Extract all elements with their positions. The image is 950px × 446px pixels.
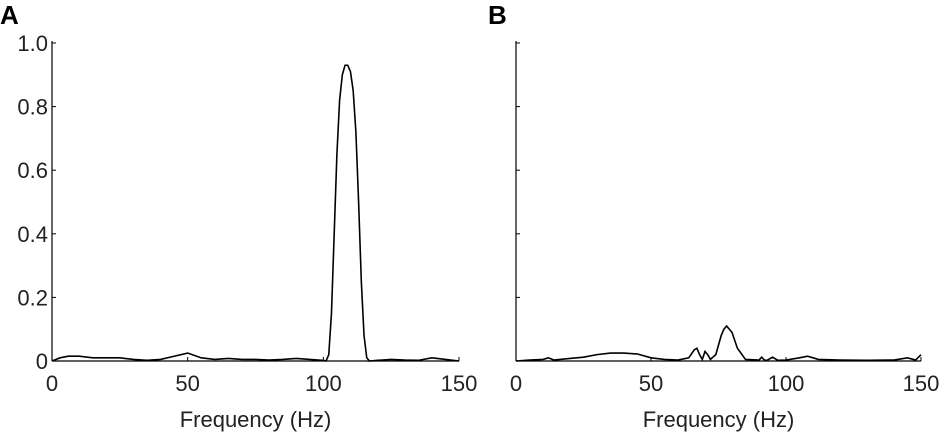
x-tick-label: 100 [305, 371, 342, 396]
x-tick-label: 100 [768, 371, 805, 396]
y-tick-label: 0.8 [17, 95, 48, 120]
x-tick-label: 150 [441, 371, 478, 396]
y-tick-label: 0 [36, 349, 48, 374]
panel-label: B [488, 0, 507, 30]
y-tick-label: 0.4 [17, 222, 48, 247]
x-tick-label: 50 [639, 371, 663, 396]
x-tick-label: 50 [175, 371, 199, 396]
y-tick-label: 0.2 [17, 285, 48, 310]
data-line [515, 324, 922, 362]
panel-label: A [0, 0, 19, 30]
x-axis-label: Frequency (Hz) [643, 407, 795, 432]
x-tick-label: 0 [46, 371, 58, 396]
x-tick-label: 150 [903, 371, 940, 396]
x-tick-label: 0 [510, 371, 522, 396]
y-tick-label: 0.6 [17, 158, 48, 183]
data-line [51, 64, 460, 362]
x-axis-label: Frequency (Hz) [180, 407, 332, 432]
y-tick-label: 1.0 [17, 31, 48, 56]
